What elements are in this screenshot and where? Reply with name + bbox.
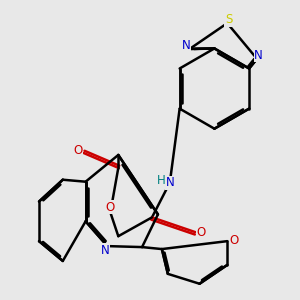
Text: O: O [196,226,206,239]
Text: N: N [100,244,109,257]
Text: O: O [74,144,83,157]
Text: O: O [229,234,239,247]
Text: O: O [106,201,115,214]
Text: N: N [254,49,263,62]
Text: N: N [182,40,190,52]
Text: H: H [157,174,166,187]
Text: N: N [165,176,174,189]
Text: S: S [225,13,232,26]
